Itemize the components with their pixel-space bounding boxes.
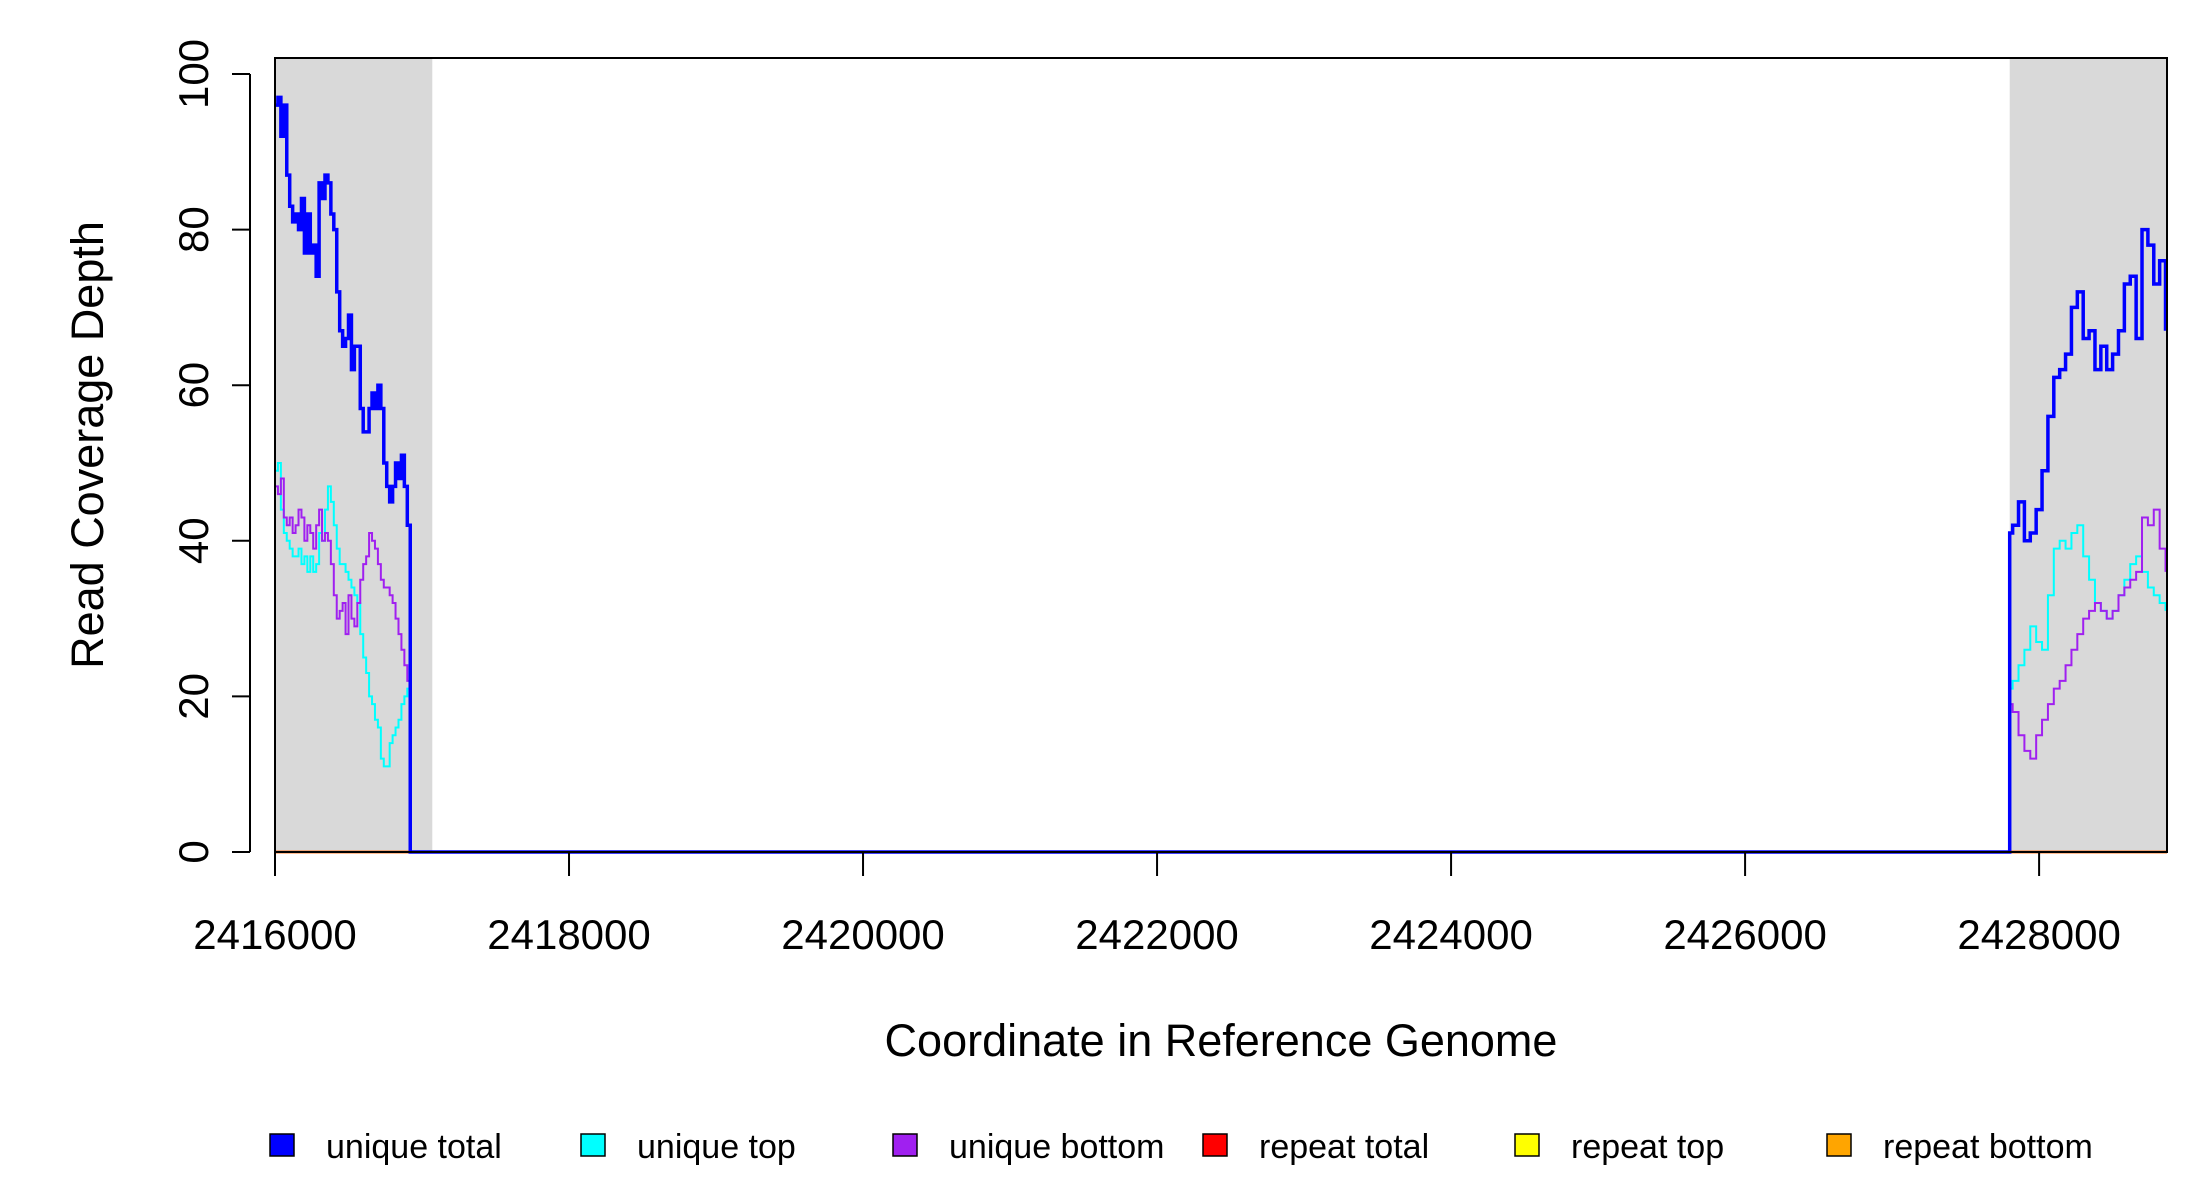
legend-swatch bbox=[269, 1133, 295, 1157]
legend-swatch bbox=[892, 1133, 918, 1157]
legend-item-unique-top: unique top bbox=[580, 1128, 796, 1166]
y-tick-label: 0 bbox=[170, 840, 217, 863]
y-tick-label: 100 bbox=[170, 39, 217, 109]
legend-label: repeat bottom bbox=[1883, 1128, 2093, 1166]
series-line-unique-total bbox=[275, 95, 2168, 854]
y-tick-label: 20 bbox=[170, 673, 217, 720]
y-tick-label: 60 bbox=[170, 362, 217, 409]
x-tick-label: 2428000 bbox=[1957, 911, 2121, 958]
shaded-regions bbox=[275, 58, 2167, 852]
legend-item-repeat-total: repeat total bbox=[1202, 1128, 1429, 1166]
legend-swatch bbox=[1826, 1133, 1852, 1157]
legend-swatch bbox=[1514, 1133, 1540, 1157]
x-axis: 2416000 2418000 2420000 2422000 2424000 24260… bbox=[193, 851, 2121, 958]
legend-label: unique top bbox=[637, 1128, 796, 1166]
legend-label: unique bottom bbox=[949, 1128, 1165, 1166]
legend-item-unique-total: unique total bbox=[269, 1128, 502, 1166]
x-tick-label: 2416000 bbox=[193, 911, 357, 958]
legend-swatch bbox=[580, 1133, 606, 1157]
y-axis: 0 20 40 60 80 100 bbox=[170, 39, 251, 864]
shaded-region-1 bbox=[2009, 58, 2167, 852]
legend: unique total unique top unique bottom repea… bbox=[269, 1128, 2093, 1166]
x-tick-label: 2426000 bbox=[1663, 911, 1827, 958]
y-axis-title: Read Coverage Depth bbox=[62, 221, 113, 669]
x-axis-title: Coordinate in Reference Genome bbox=[885, 1015, 1558, 1066]
series-lines bbox=[275, 95, 2168, 854]
legend-label: repeat total bbox=[1259, 1128, 1429, 1166]
legend-item-unique-bottom: unique bottom bbox=[892, 1128, 1165, 1166]
y-tick-label: 80 bbox=[170, 206, 217, 253]
x-tick-label: 2422000 bbox=[1075, 911, 1239, 958]
x-tick-label: 2418000 bbox=[487, 911, 651, 958]
x-tick-label: 2424000 bbox=[1369, 911, 1533, 958]
legend-swatch bbox=[1202, 1133, 1228, 1157]
legend-item-repeat-bottom: repeat bottom bbox=[1826, 1128, 2093, 1166]
legend-label: repeat top bbox=[1571, 1128, 1724, 1166]
legend-label: unique total bbox=[326, 1128, 502, 1166]
y-tick-label: 40 bbox=[170, 517, 217, 564]
plot-frame bbox=[274, 57, 2168, 853]
series-line-unique-bottom bbox=[275, 477, 2167, 853]
legend-item-repeat-top: repeat top bbox=[1514, 1128, 1724, 1166]
series-line-unique-top bbox=[275, 462, 2167, 853]
x-tick-label: 2420000 bbox=[781, 911, 945, 958]
